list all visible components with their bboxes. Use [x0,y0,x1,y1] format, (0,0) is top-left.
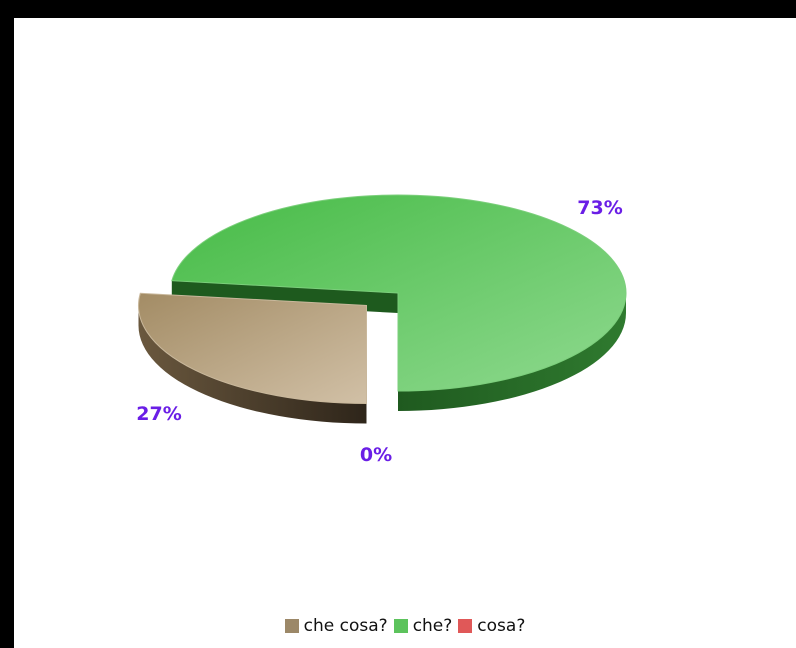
pie-chart: 73% 0% 27% [136,194,627,466]
chart-area: 73% 0% 27% che cosa? che? cosa? [14,18,796,648]
legend-label-che-cosa: che cosa? [303,616,388,636]
pie-top-che [171,194,627,392]
data-label-che-cosa: 27% [136,403,181,425]
pie-slice-che-cosa [138,292,367,424]
legend-swatch-cosa [458,619,473,633]
legend-swatch-che-cosa [284,619,299,633]
pie-top-che-cosa [138,292,367,404]
data-label-che: 73% [577,197,622,219]
legend-item-cosa: cosa? [458,616,525,636]
legend-swatch-che [393,619,408,633]
legend-label-che: che? [412,616,453,636]
legend-item-che-cosa: che cosa? [284,616,388,636]
data-label-cosa: 0% [360,444,392,466]
legend-item-che: che? [393,616,453,636]
legend-label-cosa: cosa? [477,616,526,636]
legend: che cosa? che? cosa? [14,616,796,636]
